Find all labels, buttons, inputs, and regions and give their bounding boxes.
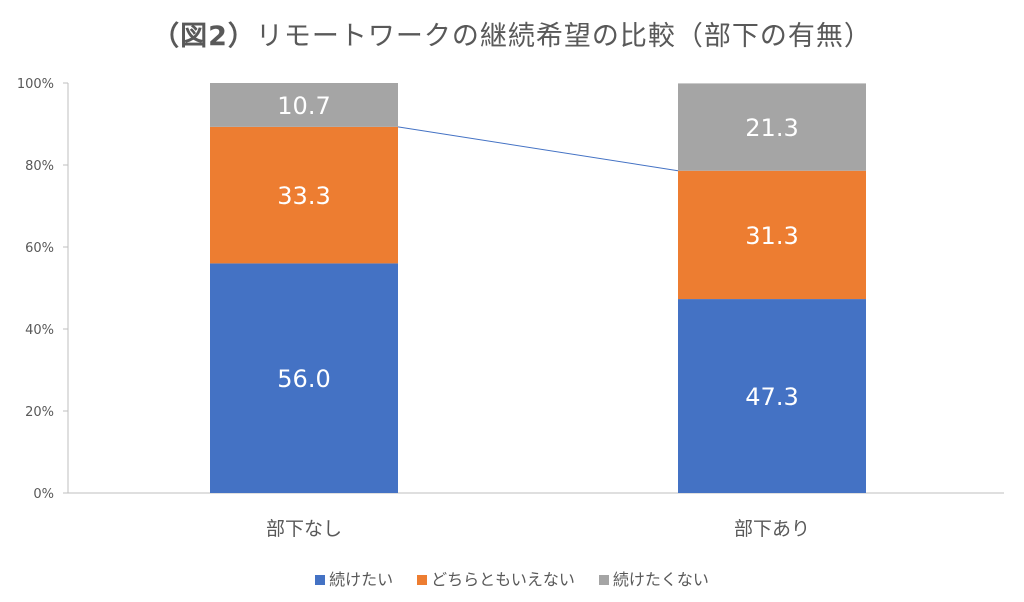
legend-label: 続けたくない (612, 570, 709, 589)
legend-swatch (315, 575, 326, 585)
data-label: 31.3 (745, 222, 798, 250)
legend-swatch (417, 575, 428, 585)
chart-title-text: リモートワークの継続希望の比較（部下の有無） (255, 21, 872, 52)
y-tick-label: 100% (17, 77, 54, 92)
legend-swatch (598, 575, 609, 585)
legend-item: 続けたい (315, 566, 393, 590)
bar-segment (678, 299, 866, 493)
bar-segment (678, 170, 866, 300)
x-category-label: 部下なし (266, 518, 342, 540)
bar-segment (210, 126, 398, 264)
data-label: 56.0 (277, 365, 330, 393)
y-tick-label: 40% (25, 323, 54, 338)
chart-title-prefix: （図2） (152, 21, 256, 52)
legend-item: 続けたくない (598, 566, 709, 590)
y-tick-label: 60% (25, 241, 54, 256)
y-tick-label: 0% (33, 487, 54, 502)
chart-legend: 続けたい どちらともいえない 続けたくない (0, 566, 1024, 590)
legend-label: 続けたい (329, 570, 394, 589)
data-label: 33.3 (277, 182, 330, 210)
legend-label: どちらともいえない (431, 570, 575, 589)
y-tick-label: 80% (25, 159, 54, 174)
y-tick-label: 20% (25, 405, 54, 420)
legend-item: どちらともいえない (417, 566, 575, 590)
bar-segment (678, 83, 866, 171)
data-label: 10.7 (277, 92, 330, 120)
data-label: 21.3 (745, 114, 798, 142)
x-category-label: 部下あり (734, 518, 810, 540)
chart-title: （図2）リモートワークの継続希望の比較（部下の有無） (0, 14, 1024, 53)
series-connector-line (397, 126, 679, 172)
data-label: 47.3 (745, 383, 798, 411)
bar-segment (210, 263, 398, 493)
bar-segment (210, 83, 398, 127)
